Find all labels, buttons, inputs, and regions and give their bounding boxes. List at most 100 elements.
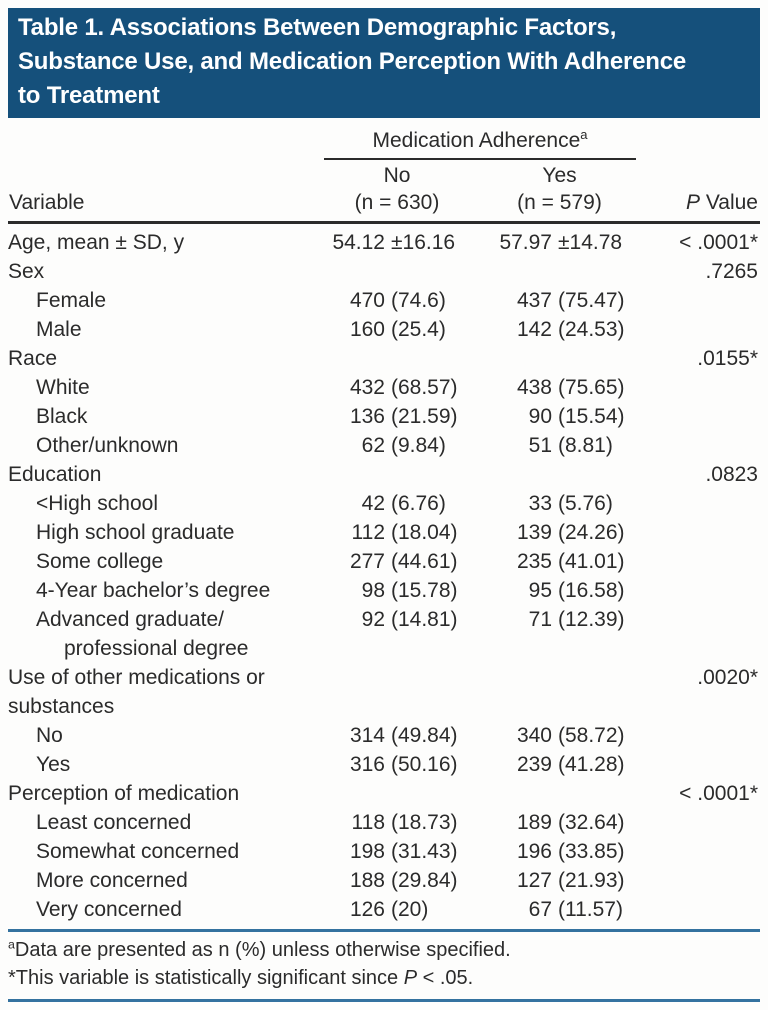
value-yes: 127 (21.93) <box>516 869 625 892</box>
value-no: 316 (50.16) <box>349 753 458 776</box>
footnote-a-text: Data are presented as n (%) unless other… <box>14 939 511 961</box>
value-yes: 90 (15.54) <box>528 405 625 428</box>
table-header: Medication Adherencea Variable No (n = 6… <box>8 120 760 224</box>
table-row: Very concerned 126 (20) 67 (11.57) <box>8 895 760 924</box>
row-label: More concerned <box>36 869 188 892</box>
medication-adherence-spanner: Medication Adherencea <box>324 127 636 160</box>
p-value: .0020* <box>697 666 758 689</box>
row-label: Other/unknown <box>36 434 179 457</box>
row-label: White <box>36 376 90 399</box>
table-row: Use of other medications or substances .… <box>8 663 760 721</box>
value-yes: 67 (11.57) <box>528 898 623 921</box>
column-header-row: Variable No (n = 630) Yes (n = 579) P Va… <box>8 161 760 224</box>
value-yes: 239 (41.28) <box>516 753 625 776</box>
table-row: More concerned 188 (29.84) 127 (21.93) <box>8 866 760 895</box>
value-no: 118 (18.73) <box>351 811 458 834</box>
row-label: Very concerned <box>36 898 182 921</box>
footnote-star-post: < .05. <box>417 967 474 989</box>
value-yes: 196 (33.85) <box>516 840 625 863</box>
table-row: Perception of medication < .0001* <box>8 779 760 808</box>
footnote-significance: *This variable is statistically signific… <box>8 964 760 992</box>
table-body: Age, mean ± SD, y 54.12 ±16.16 57.97 ±14.7… <box>8 223 760 925</box>
row-label: Somewhat concerned <box>36 840 240 863</box>
p-value <box>648 808 760 837</box>
row-label-line1: Use of other medications or <box>8 666 265 689</box>
table-row: Education .0823 <box>8 460 760 489</box>
p-value <box>648 750 760 779</box>
row-label: No <box>36 724 63 747</box>
p-value <box>648 402 760 431</box>
row-label: 4-Year bachelor’s degree <box>36 579 271 602</box>
row-label: Advanced graduate/ professional degree <box>8 605 323 663</box>
table-row: Yes 316 (50.16) 239 (41.28) <box>8 750 760 779</box>
value-no: 112 (18.04) <box>351 521 458 544</box>
p-value <box>648 576 760 605</box>
value-no: 42 (6.76) <box>361 492 446 515</box>
value-no: 432 (68.57) <box>349 376 458 399</box>
value-no <box>323 779 488 808</box>
row-label: Black <box>36 405 88 428</box>
row-label: Female <box>36 289 107 312</box>
table-row: Advanced graduate/ professional degree 9… <box>8 605 760 663</box>
footnote-a: aData are presented as n (%) unless othe… <box>8 936 760 964</box>
spanner-footnote-marker: a <box>580 127 588 142</box>
p-value <box>648 837 760 866</box>
column-header-p-value: P Value <box>648 161 760 224</box>
p-value <box>648 373 760 402</box>
table-row: Black 136 (21.59) 90 (15.54) <box>8 402 760 431</box>
value-no: 470 (74.6) <box>349 289 446 312</box>
title-line: Table 1. Associations Between Demographi… <box>18 14 617 41</box>
value-yes: 235 (41.01) <box>516 550 625 573</box>
footnote-p-italic: P <box>403 967 418 989</box>
value-yes: 71 (12.39) <box>528 608 625 631</box>
value-yes: 437 (75.47) <box>516 289 625 312</box>
p-value <box>648 721 760 750</box>
table-row: High school graduate 112 (18.04) 139 (24.2… <box>8 518 760 547</box>
p-value: < .0001* <box>679 782 758 805</box>
row-label: High school graduate <box>36 521 235 544</box>
column-header-yes-label: Yes <box>542 164 577 187</box>
footnote-a-marker: a <box>8 937 15 952</box>
footnote-star-pre: *This variable is statistically signific… <box>8 967 404 989</box>
row-label: Education <box>8 463 102 486</box>
spanner-cell: Medication Adherencea <box>323 120 648 161</box>
value-yes: 51 (8.81) <box>528 434 613 457</box>
p-value: .0155* <box>697 347 758 370</box>
value-no: 54.12 ±16.16 <box>332 231 456 254</box>
spanner-row: Medication Adherencea <box>8 120 760 161</box>
row-label: Least concerned <box>36 811 192 834</box>
row-label: Age, mean ± SD, y <box>8 231 185 254</box>
table-row: 4-Year bachelor’s degree 98 (15.78) 95 (16… <box>8 576 760 605</box>
column-header-variable: Variable <box>8 161 323 224</box>
spacer-cell <box>648 120 760 161</box>
associations-table: Medication Adherencea Variable No (n = 6… <box>8 120 760 924</box>
value-no: 198 (31.43) <box>349 840 458 863</box>
row-label: Use of other medications or substances <box>8 663 323 721</box>
table-row: White 432 (68.57) 438 (75.65) <box>8 373 760 402</box>
column-header-no-n: (n = 630) <box>354 191 440 214</box>
p-value <box>648 547 760 576</box>
p-value <box>648 518 760 547</box>
value-no: 188 (29.84) <box>349 869 458 892</box>
value-no: 277 (44.61) <box>349 550 458 573</box>
table-row: <High school 42 (6.76) 33 (5.76) <box>8 489 760 518</box>
value-yes <box>488 257 648 286</box>
value-yes: 95 (16.58) <box>528 579 625 602</box>
table-row: Race .0155* <box>8 344 760 373</box>
p-value <box>648 866 760 895</box>
table-row: Somewhat concerned 198 (31.43) 196 (33.85) <box>8 837 760 866</box>
value-yes <box>488 779 648 808</box>
p-value <box>648 895 760 924</box>
value-yes: 340 (58.72) <box>516 724 625 747</box>
footnotes: aData are presented as n (%) unless othe… <box>8 932 760 997</box>
row-label-line2: substances <box>8 695 115 718</box>
p-italic: P <box>685 191 700 214</box>
value-no: 136 (21.59) <box>349 405 458 428</box>
row-label: Yes <box>36 753 71 776</box>
value-no: 314 (49.84) <box>349 724 458 747</box>
table-row: Sex .7265 <box>8 257 760 286</box>
value-no: 92 (14.81) <box>361 608 458 631</box>
p-value: .0823 <box>705 463 758 486</box>
value-yes: 33 (5.76) <box>528 492 613 515</box>
